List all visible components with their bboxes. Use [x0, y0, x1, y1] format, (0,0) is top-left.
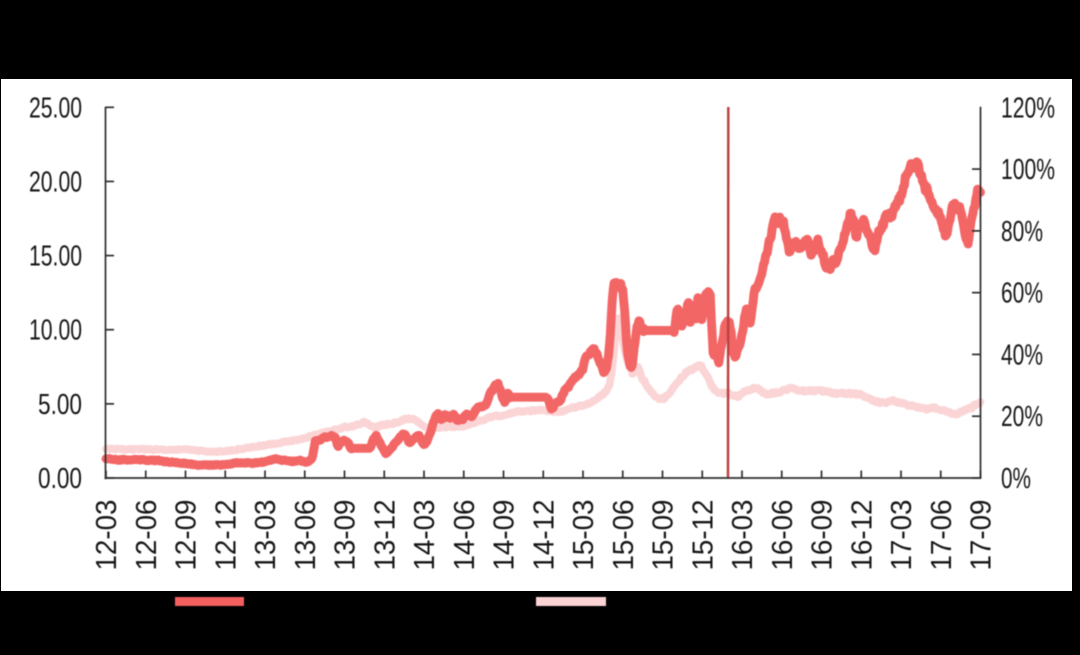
- svg-text:13-06: 13-06: [290, 500, 322, 571]
- svg-text:40%: 40%: [1001, 339, 1043, 371]
- svg-text:15-06: 15-06: [608, 500, 640, 571]
- svg-text:15-12: 15-12: [687, 500, 719, 571]
- svg-text:16-03: 16-03: [727, 500, 759, 571]
- svg-text:12-09: 12-09: [171, 500, 203, 571]
- svg-text:17-03: 17-03: [886, 500, 918, 571]
- svg-text:100%: 100%: [1001, 154, 1055, 186]
- svg-text:14-06: 14-06: [449, 500, 481, 571]
- svg-text:14-03: 14-03: [409, 500, 441, 571]
- svg-text:15-09: 15-09: [648, 500, 680, 571]
- svg-text:14-09: 14-09: [489, 500, 521, 571]
- svg-text:13-03: 13-03: [250, 500, 282, 571]
- svg-text:17-09: 17-09: [966, 500, 998, 571]
- svg-text:0.00: 0.00: [38, 463, 82, 495]
- svg-text:16-06: 16-06: [767, 500, 799, 571]
- svg-text:16-12: 16-12: [846, 500, 878, 571]
- svg-text:80%: 80%: [1001, 216, 1043, 248]
- svg-text:120%: 120%: [1001, 92, 1055, 124]
- svg-text:17-06: 17-06: [926, 500, 958, 571]
- svg-text:60%: 60%: [1001, 278, 1043, 310]
- svg-text:16-09: 16-09: [807, 500, 839, 571]
- svg-text:15.00: 15.00: [29, 241, 82, 273]
- svg-text:20.00: 20.00: [29, 166, 82, 198]
- svg-text:10.00: 10.00: [29, 315, 82, 347]
- svg-text:12-06: 12-06: [131, 500, 163, 571]
- svg-text:12-12: 12-12: [210, 500, 242, 571]
- svg-text:15-03: 15-03: [568, 500, 600, 571]
- svg-text:0%: 0%: [1001, 463, 1031, 495]
- svg-text:13-12: 13-12: [369, 500, 401, 571]
- svg-text:5.00: 5.00: [38, 389, 82, 421]
- svg-text:20%: 20%: [1001, 401, 1043, 433]
- svg-text:14-12: 14-12: [528, 500, 560, 571]
- svg-text:12-03: 12-03: [91, 500, 123, 571]
- svg-text:25.00: 25.00: [29, 92, 82, 124]
- svg-text:13-09: 13-09: [330, 500, 362, 571]
